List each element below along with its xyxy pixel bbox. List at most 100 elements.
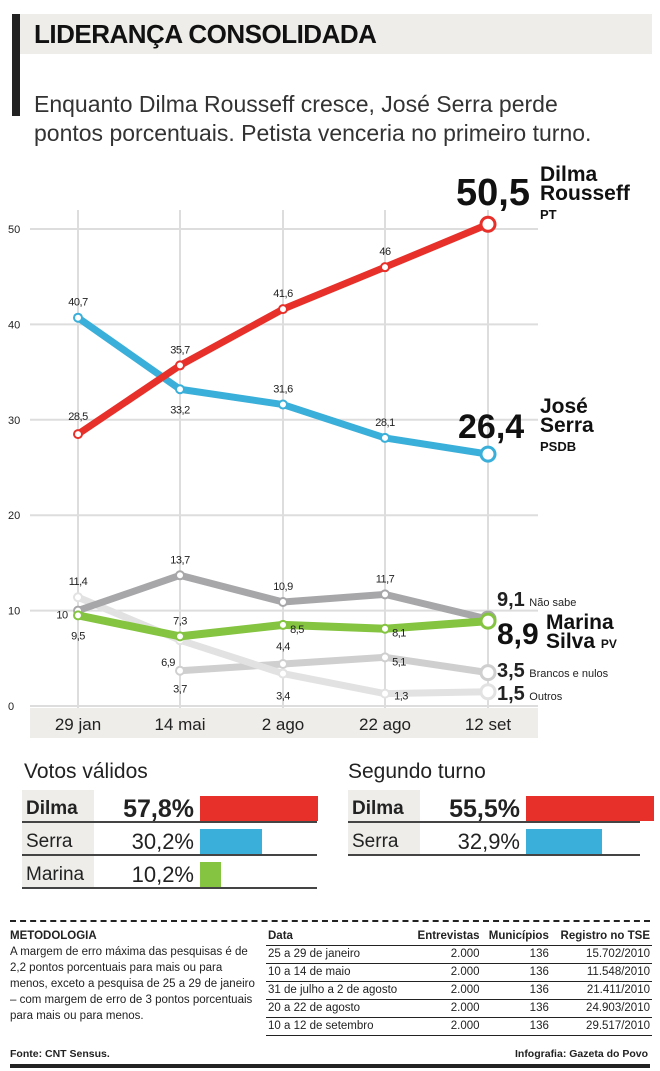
data-point bbox=[73, 429, 83, 440]
percent: 57,8% bbox=[123, 795, 194, 823]
x-tick-label: 22 ago bbox=[359, 715, 411, 734]
data-point bbox=[380, 652, 390, 663]
x-tick-label: 12 set bbox=[465, 715, 512, 734]
table-cell: 31 de julho a 2 de agosto bbox=[266, 981, 411, 1000]
source: Fonte: CNT Sensus. bbox=[10, 1048, 110, 1060]
x-tick-label: 2 ago bbox=[262, 715, 305, 734]
candidate-name: Dilma bbox=[22, 790, 94, 821]
data-point bbox=[278, 304, 288, 315]
data-label: 6,9 bbox=[161, 657, 175, 669]
data-label: 40,7 bbox=[68, 297, 88, 309]
table-cell: 2.000 bbox=[410, 999, 482, 1018]
title-bar bbox=[12, 14, 652, 54]
data-label: 41,6 bbox=[273, 288, 293, 300]
candidate-name: Serra bbox=[22, 823, 94, 854]
name: Não sabe bbox=[529, 597, 577, 609]
end-label-brancos: 3,5 Brancos e nulos bbox=[497, 661, 608, 684]
data-point bbox=[175, 570, 185, 581]
table-row: 20 a 22 de agosto 2.000 136 24.903/2010 bbox=[266, 999, 652, 1018]
table-cell: 136 bbox=[481, 981, 551, 1000]
table-cell: 136 bbox=[481, 945, 551, 964]
bar bbox=[526, 829, 602, 854]
value: 3,5 bbox=[497, 660, 525, 682]
table-cell: 2.000 bbox=[410, 981, 482, 1000]
segundo-turno-title: Segundo turno bbox=[348, 760, 486, 783]
survey-table: Data Entrevistas Municípios Registro no TSE… bbox=[266, 928, 652, 1036]
column-header: Registro no TSE bbox=[550, 928, 652, 946]
data-label: 11,4 bbox=[69, 576, 88, 588]
series-line-brancos-e-nulos bbox=[176, 653, 492, 677]
data-label: 33,2 bbox=[170, 404, 190, 416]
table-cell: 29.517/2010 bbox=[550, 1017, 652, 1036]
table-row: 25 a 29 de janeiro 2.000 136 15.702/2010 bbox=[266, 945, 652, 964]
table-cell: 2.000 bbox=[410, 963, 482, 982]
table-cell: 11.548/2010 bbox=[550, 963, 652, 982]
table-cell: 136 bbox=[481, 963, 551, 982]
votos-validos-title: Votos válidos bbox=[24, 760, 148, 783]
candidate-name: Serra bbox=[348, 823, 420, 854]
data-label: 28,5 bbox=[68, 411, 88, 423]
name: Brancos e nulos bbox=[529, 668, 609, 680]
table-cell: 20 a 22 de agosto bbox=[266, 999, 411, 1018]
name: Marina bbox=[546, 611, 614, 634]
y-tick-label: 20 bbox=[8, 510, 20, 522]
data-label: 3,4 bbox=[276, 691, 290, 703]
chart-subtitle: Enquanto Dilma Rousseff cresce, José Ser… bbox=[34, 91, 592, 146]
party: PT bbox=[540, 207, 557, 222]
end-name-marina: Marina Silva PV bbox=[546, 611, 617, 654]
name: Rousseff bbox=[540, 182, 630, 205]
data-point bbox=[380, 432, 390, 443]
data-label: 1,3 bbox=[394, 691, 408, 703]
credit: Infografia: Gazeta do Povo bbox=[514, 1048, 648, 1060]
column-header: Entrevistas bbox=[410, 928, 482, 946]
data-point bbox=[479, 683, 497, 701]
data-label: 9,5 bbox=[71, 630, 85, 642]
data-point bbox=[175, 631, 185, 642]
divider bbox=[10, 920, 650, 922]
data-label: 8,1 bbox=[392, 628, 406, 640]
votos-validos-bars: Dilma 57,8% Serra 30,2% Marina 10,2% bbox=[22, 790, 319, 900]
accent-bar bbox=[12, 14, 20, 116]
line-chart: 0 10 20 30 40 50 29 jan 14 mai 2 ago 22 ago 12 set… bbox=[8, 210, 538, 738]
bar bbox=[200, 796, 319, 821]
data-label: 3,7 bbox=[173, 684, 187, 696]
y-tick-label: 30 bbox=[8, 415, 20, 427]
column-header: Municípios bbox=[481, 928, 551, 946]
table-row: 10 a 14 de maio 2.000 136 11.548/2010 bbox=[266, 963, 652, 982]
data-point bbox=[73, 312, 83, 323]
candidate-name: Marina bbox=[22, 856, 94, 887]
data-point bbox=[278, 597, 288, 608]
table-row: 31 de julho a 2 de agosto 2.000 136 21.411/… bbox=[266, 981, 652, 1000]
bar-row: Serra 32,9% bbox=[348, 823, 640, 856]
data-point bbox=[479, 445, 497, 463]
end-value-serra: 26,4 bbox=[458, 408, 525, 446]
table-cell: 25 a 29 de janeiro bbox=[266, 945, 411, 964]
data-point bbox=[380, 589, 390, 600]
bar bbox=[200, 862, 221, 887]
table-cell: 10 a 14 de maio bbox=[266, 963, 411, 982]
data-label: 11,7 bbox=[376, 573, 395, 585]
percent: 10,2% bbox=[131, 862, 194, 887]
bar-row: Serra 30,2% bbox=[22, 823, 317, 856]
value: 9,1 bbox=[497, 589, 525, 611]
table-cell: 136 bbox=[481, 1017, 551, 1036]
bar-row: Marina 10,2% bbox=[22, 856, 317, 889]
data-point bbox=[73, 610, 83, 621]
data-point bbox=[278, 619, 288, 630]
party: PV bbox=[600, 637, 617, 651]
methodology: METODOLOGIA A margem de erro máxima das … bbox=[10, 928, 260, 1024]
name: Serra bbox=[540, 414, 594, 437]
chart-title: LIDERANÇA CONSOLIDADA bbox=[34, 19, 377, 49]
name: Dilma bbox=[540, 163, 598, 186]
column-header: Data bbox=[266, 928, 411, 946]
data-label: 10,9 bbox=[273, 581, 293, 593]
table-cell: 10 a 12 de setembro bbox=[266, 1017, 411, 1036]
data-point bbox=[479, 664, 497, 682]
name: Outros bbox=[529, 691, 563, 703]
data-point bbox=[380, 688, 390, 699]
x-tick-label: 14 mai bbox=[154, 715, 205, 734]
name: Silva bbox=[546, 630, 596, 653]
end-name-serra: José Serra PSDB bbox=[540, 396, 594, 456]
data-label: 31,6 bbox=[273, 384, 293, 396]
